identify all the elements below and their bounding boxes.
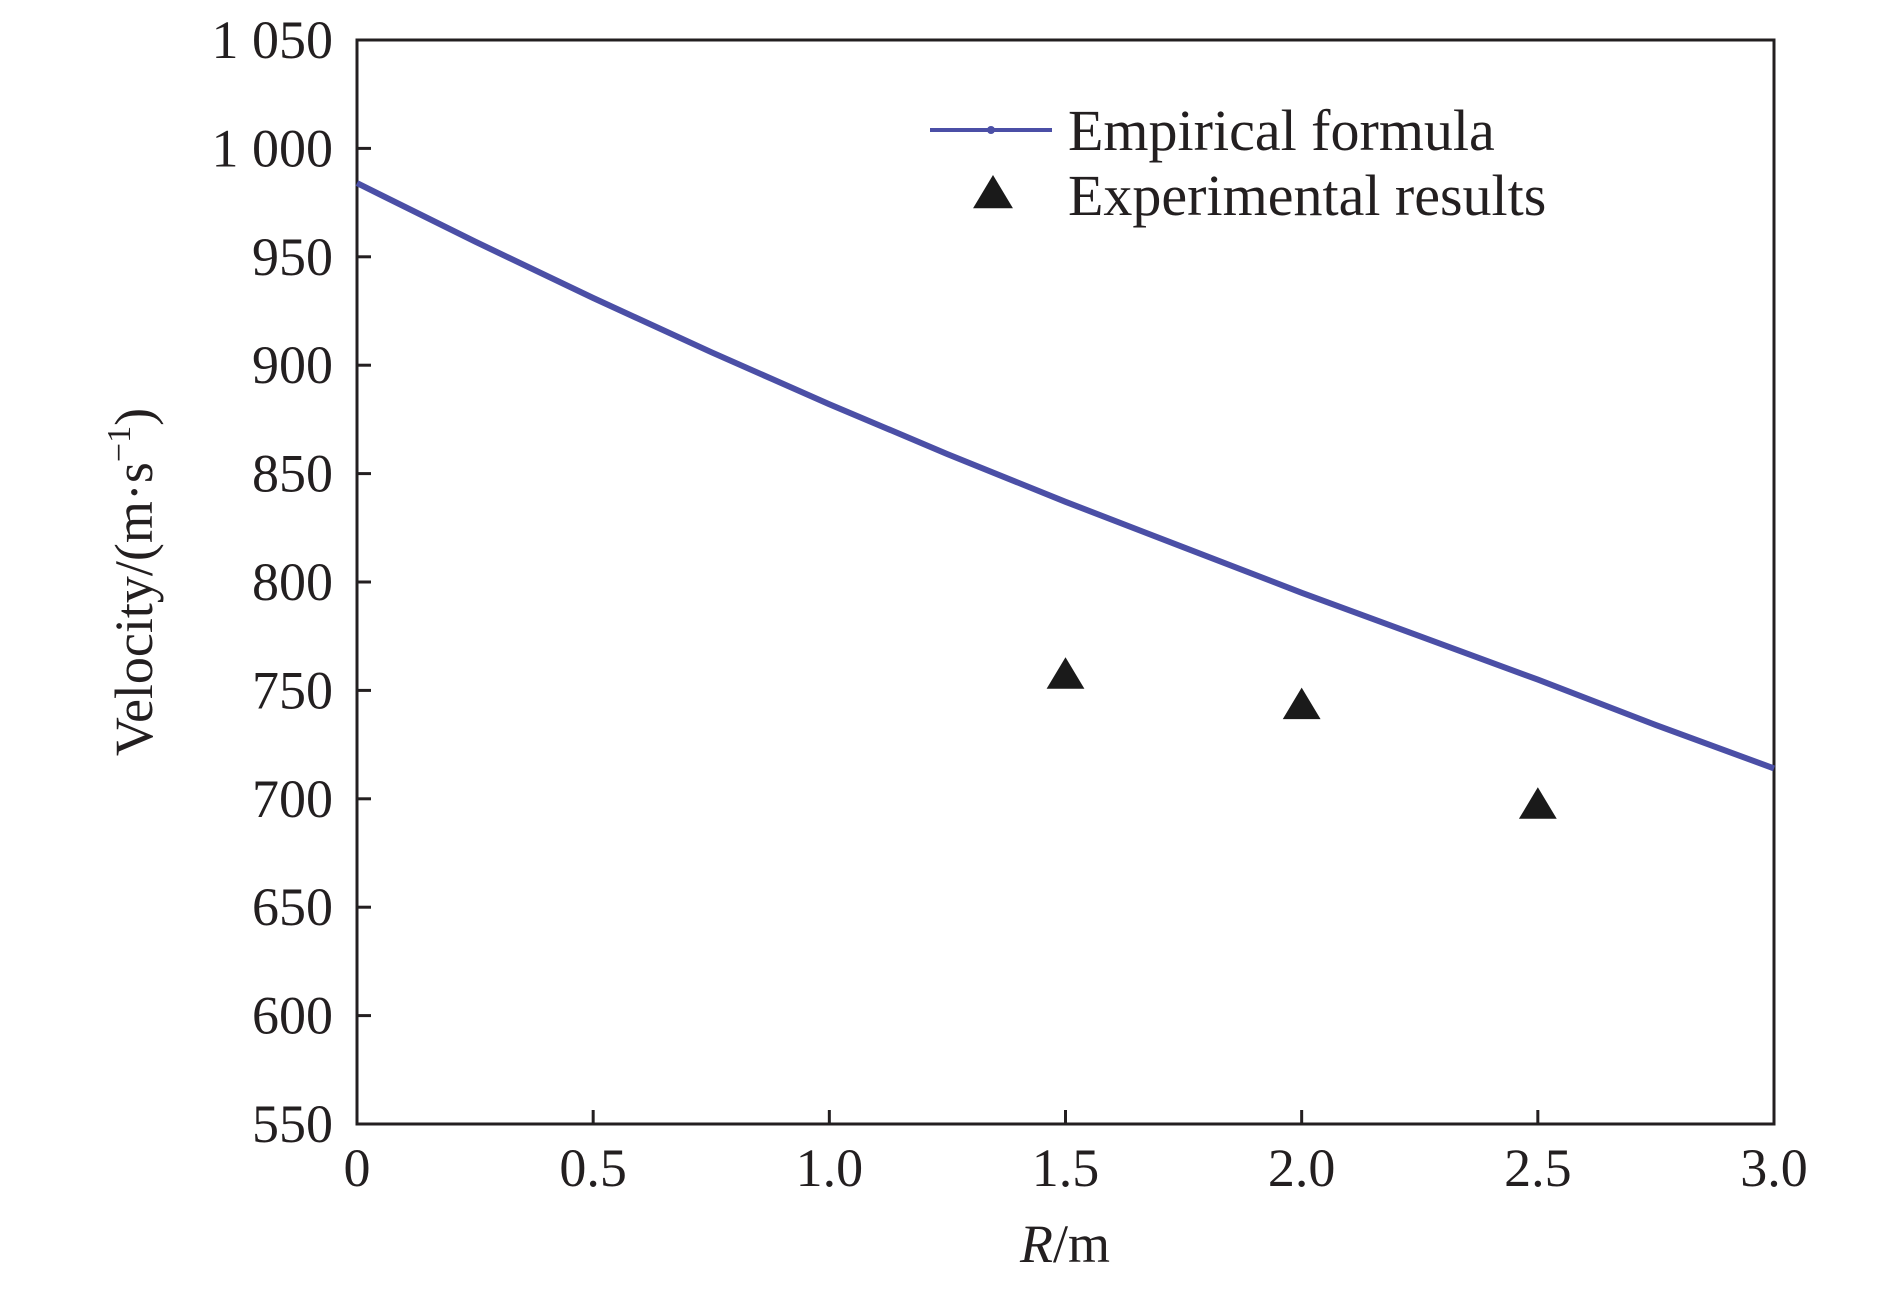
- experimental-result-point: [1282, 687, 1321, 720]
- x-axis-title: R/m: [1019, 1214, 1110, 1274]
- x-tick-label: 1.0: [796, 1138, 864, 1198]
- x-tick-label: 1.5: [1032, 1138, 1100, 1198]
- y-tick-label: 550: [252, 1094, 333, 1154]
- plot-frame: [355, 38, 1776, 1126]
- y-tick-label: 700: [252, 769, 333, 829]
- y-tick-label: 850: [252, 444, 333, 504]
- y-axis-ticks: 550 600 650 700 750 800 850 900 950 1 000 1 050: [212, 10, 371, 1154]
- x-tick-label: 2.0: [1268, 1138, 1336, 1198]
- y-tick-label: 1 050: [212, 10, 334, 70]
- empirical-formula-line: [355, 180, 1776, 772]
- y-tick-label: 1 000: [212, 118, 334, 178]
- x-tick-label: 0: [344, 1138, 371, 1198]
- series-layer: [355, 180, 1776, 819]
- y-tick-label: 650: [252, 877, 333, 937]
- x-axis-title-unit: /m: [1053, 1214, 1110, 1274]
- y-tick-label: 600: [252, 986, 333, 1046]
- legend-label-experimental: Experimental results: [1068, 163, 1546, 228]
- legend-triangle-swatch: [973, 175, 1013, 209]
- legend-label-empirical: Empirical formula: [1068, 98, 1495, 163]
- y-tick-label: 900: [252, 335, 333, 395]
- x-axis-ticks: 0 0.5 1.0 1.5 2.0 2.5 3.0: [344, 1110, 1808, 1198]
- experimental-result-point: [1518, 787, 1557, 819]
- y-tick-label: 950: [252, 227, 333, 287]
- x-axis-title-italic: R: [1019, 1214, 1053, 1274]
- experimental-result-point: [1046, 657, 1085, 689]
- x-tick-label: 0.5: [559, 1138, 627, 1198]
- y-tick-label: 800: [252, 552, 333, 612]
- y-axis-title-main: Velocity/(m·s: [104, 462, 164, 756]
- x-tick-label: 2.5: [1504, 1138, 1572, 1198]
- y-axis-title-close: ): [104, 408, 164, 426]
- legend-line-marker: [987, 126, 995, 134]
- y-tick-label: 750: [252, 660, 333, 720]
- y-axis-title-superscript: −1: [101, 426, 138, 462]
- x-tick-label: 3.0: [1740, 1138, 1808, 1198]
- y-axis-title: Velocity/(m·s−1): [101, 408, 164, 756]
